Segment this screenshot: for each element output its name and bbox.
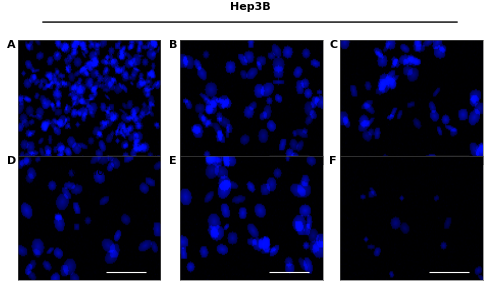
Text: C: C <box>329 40 337 50</box>
Text: 6.25μM: 6.25μM <box>233 167 270 177</box>
Text: Hep3B: Hep3B <box>230 2 270 12</box>
Text: F: F <box>329 156 336 166</box>
Text: D: D <box>6 156 16 166</box>
Text: A: A <box>6 40 15 50</box>
Text: Control: Control <box>71 167 106 177</box>
Text: E: E <box>169 156 176 166</box>
Text: 12.5μM: 12.5μM <box>393 167 430 177</box>
Text: B: B <box>169 40 177 50</box>
